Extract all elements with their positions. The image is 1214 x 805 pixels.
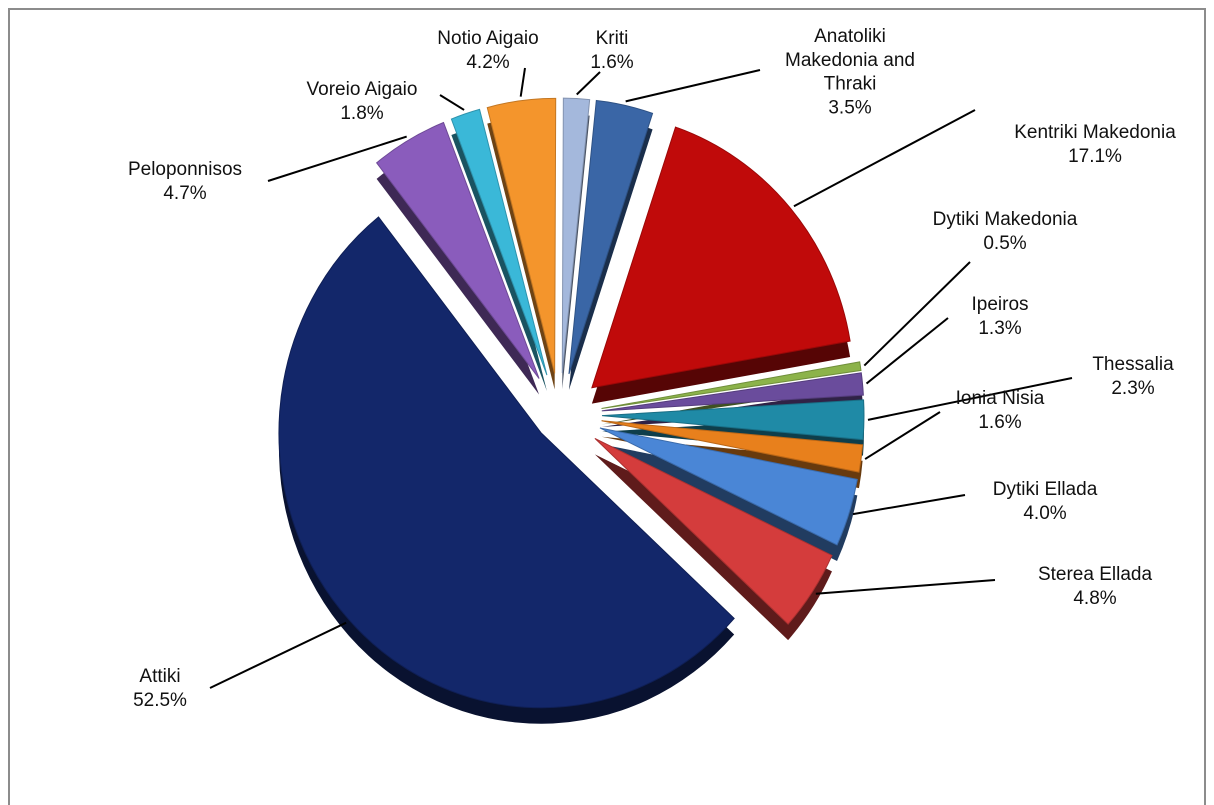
slice-value-label: 17.1%: [1068, 146, 1122, 167]
slice-name-label: Makedonia and: [785, 50, 915, 71]
slice-label: Peloponnisos 4.7%: [128, 159, 242, 204]
slice-name-label: Thessalia: [1092, 354, 1174, 375]
slice-name-label: Kriti: [596, 28, 629, 49]
leader-line: [209, 621, 347, 689]
slice-face: [601, 399, 865, 441]
slice-face: [278, 216, 735, 709]
leader-lines: [209, 67, 1073, 689]
slice-face: [591, 126, 851, 389]
slice-face: [601, 420, 864, 473]
slice-label: Attiki 52.5%: [133, 666, 187, 711]
leader-line: [519, 67, 526, 97]
slice-face: [568, 99, 654, 375]
pie-slice-anatoliki-makedonia-and-thraki: [568, 99, 654, 390]
leader-line: [815, 579, 996, 595]
pie-slice-kentriki-makedonia: [591, 126, 851, 404]
slice-value-label: 1.3%: [978, 318, 1021, 339]
slice-label: Ionia Nisia 1.6%: [956, 388, 1045, 433]
leader-line: [576, 71, 601, 96]
slice-label: Ipeiros 1.3%: [971, 294, 1028, 339]
pie-slice-voreio-aigaio: [450, 108, 548, 392]
slice-face: [601, 361, 862, 410]
slice-name-label: Dytiki Ellada: [993, 479, 1098, 500]
slice-name-label: Kentriki Makedonia: [1014, 122, 1176, 143]
slice-value-label: 4.2%: [466, 52, 509, 73]
slice-face: [599, 427, 858, 546]
pie-slice-attiki: [278, 216, 735, 724]
slice-label: Notio Aigaio 4.2%: [437, 28, 538, 73]
slice-value-label: 1.6%: [978, 412, 1021, 433]
slice-face: [375, 121, 540, 379]
slice-value-label: 2.3%: [1111, 378, 1154, 399]
slice-label: Kentriki Makedonia 17.1%: [1014, 122, 1176, 167]
slice-label: Dytiki Ellada 4.0%: [993, 479, 1098, 524]
slice-name-label: Thraki: [824, 74, 877, 95]
slice-name-label: Anatoliki: [814, 26, 886, 47]
leader-line: [625, 69, 761, 103]
slice-value-label: 1.6%: [590, 52, 633, 73]
slice-face: [601, 372, 864, 412]
leader-line: [863, 261, 971, 367]
slice-face: [594, 437, 833, 625]
leader-line: [867, 377, 1073, 421]
slice-side: [451, 125, 547, 392]
slice-label: Voreio Aigaio 1.8%: [307, 79, 418, 124]
slice-label: Sterea Ellada 4.8%: [1038, 564, 1153, 609]
slice-value-label: 3.5%: [828, 97, 871, 118]
pie-slice-kriti: [561, 97, 591, 390]
pie-slice-peloponnisos: [375, 121, 540, 395]
pie-slice-notio-aigaio: [486, 97, 557, 390]
slice-value-label: 52.5%: [133, 690, 187, 711]
slice-label: Thessalia 2.3%: [1092, 354, 1174, 399]
slice-name-label: Voreio Aigaio: [307, 79, 418, 100]
leader-line: [267, 135, 407, 182]
slice-face: [561, 97, 591, 374]
slice-name-label: Ipeiros: [971, 294, 1028, 315]
slice-value-label: 4.7%: [163, 183, 206, 204]
slices-layer: [278, 97, 865, 724]
slice-value-label: 1.8%: [340, 103, 383, 124]
slice-labels: Anatoliki Makedonia and Thraki 3.5% Kentriki…: [128, 26, 1176, 711]
slice-name-label: Sterea Ellada: [1038, 564, 1153, 585]
slice-value-label: 0.5%: [983, 233, 1026, 254]
slice-value-label: 4.0%: [1023, 503, 1066, 524]
slice-name-label: Attiki: [139, 666, 180, 687]
slice-name-label: Dytiki Makedonia: [933, 209, 1078, 230]
leader-line: [439, 94, 465, 111]
slice-face: [486, 97, 557, 374]
slice-label: Dytiki Makedonia 0.5%: [933, 209, 1078, 254]
leader-line: [852, 494, 966, 516]
slice-name-label: Notio Aigaio: [437, 28, 538, 49]
slice-label: Anatoliki Makedonia and Thraki 3.5%: [785, 26, 915, 118]
slice-label: Kriti 1.6%: [590, 28, 633, 73]
slice-value-label: 4.8%: [1073, 588, 1116, 609]
leader-line: [793, 109, 976, 208]
slice-name-label: Ionia Nisia: [956, 388, 1045, 409]
slice-name-label: Peloponnisos: [128, 159, 242, 180]
leader-line: [864, 411, 941, 460]
leader-line: [865, 317, 949, 385]
slice-face: [450, 108, 548, 376]
pie-slice-sterea-ellada: [594, 437, 833, 641]
